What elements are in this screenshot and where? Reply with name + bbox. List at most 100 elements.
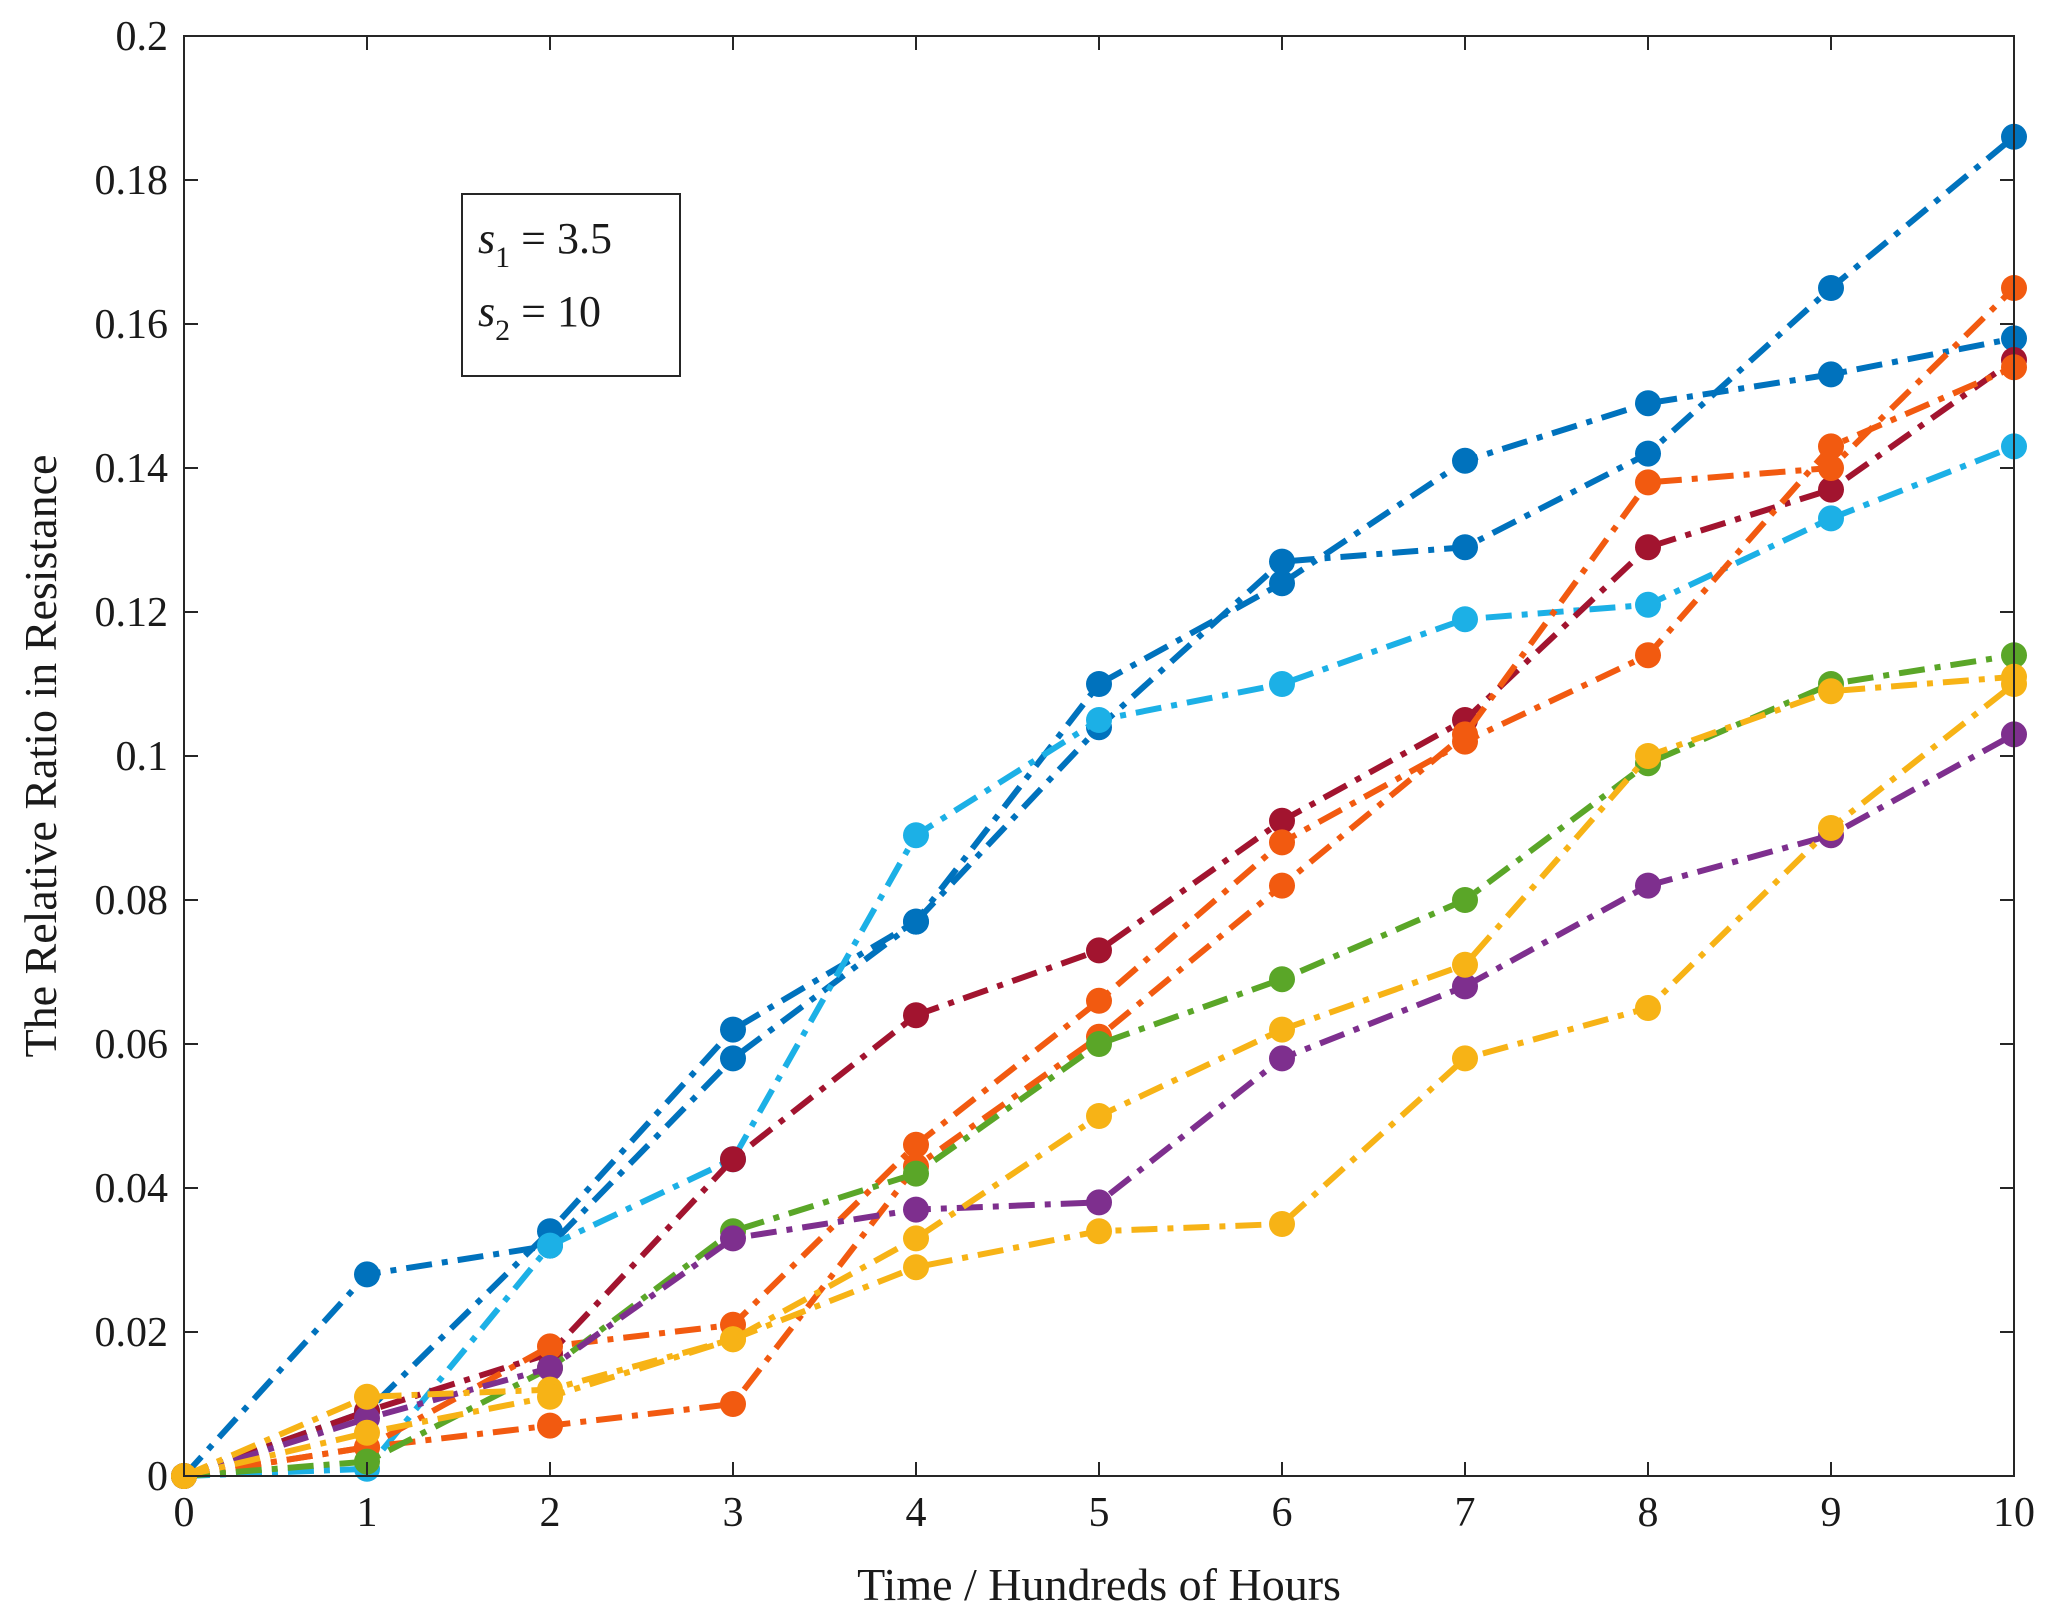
y-tick-label: 0.16 [95, 302, 169, 348]
y-tick-label: 0.2 [116, 14, 169, 60]
data-point [1635, 440, 1661, 467]
data-point [537, 1355, 563, 1381]
x-axis-title: Time / Hundreds of Hours [857, 1559, 1341, 1610]
data-point [1269, 829, 1295, 856]
data-point [1269, 807, 1295, 834]
data-point [537, 1232, 563, 1259]
data-point [903, 1002, 929, 1029]
data-point [1635, 591, 1661, 618]
parameter-annotation-box: s1 = 3.5 s2 = 10 [461, 193, 681, 377]
data-point [354, 1448, 380, 1475]
data-point [1452, 1045, 1478, 1072]
series-layer [171, 123, 2027, 1489]
y-tick-label: 0.04 [95, 1166, 169, 1212]
ticks-layer [183, 35, 2015, 1477]
data-point [1818, 505, 1844, 532]
data-point [1818, 678, 1844, 705]
annotation-line-2: s2 = 10 [478, 287, 601, 347]
y-tick-label: 0.1 [116, 734, 169, 780]
annotation-1-sub: 1 [495, 241, 510, 274]
x-tick-label: 10 [1993, 1490, 2035, 1536]
x-tick-label: 6 [1272, 1490, 1293, 1536]
annotation-frame [461, 193, 681, 377]
data-point [903, 1160, 929, 1187]
data-point [1818, 455, 1844, 481]
y-axis-title: The Relative Ratio in Resistance [15, 455, 66, 1058]
data-point [1086, 937, 1112, 964]
data-point [1086, 1189, 1112, 1216]
data-point [720, 1326, 746, 1353]
data-point [1269, 1016, 1295, 1043]
data-point [903, 1196, 929, 1223]
data-point [720, 1225, 746, 1252]
data-point [537, 1333, 563, 1360]
y-tick-label: 0 [147, 1454, 168, 1500]
series-line [183, 364, 2016, 1479]
data-point [537, 1412, 563, 1439]
data-point [1635, 872, 1661, 899]
data-point [1452, 887, 1478, 913]
data-point [720, 1016, 746, 1043]
data-point [1452, 951, 1478, 978]
data-point [1086, 707, 1112, 733]
x-tick-label: 8 [1638, 1490, 1659, 1536]
data-point [1818, 361, 1844, 388]
data-point [354, 1419, 380, 1446]
data-point [1818, 815, 1844, 841]
data-point [1269, 570, 1295, 597]
annotation-line-1: s1 = 3.5 [478, 214, 612, 274]
data-point [1086, 987, 1112, 1014]
x-tick-label: 1 [357, 1490, 378, 1536]
y-tick-label: 0.14 [95, 446, 169, 492]
data-point [1269, 966, 1295, 993]
data-point [1452, 973, 1478, 1000]
data-point [354, 1261, 380, 1288]
x-tick-label: 2 [540, 1490, 561, 1536]
series-8 [171, 721, 2027, 1489]
data-point [1635, 469, 1661, 496]
data-point [537, 1383, 563, 1410]
series-line [181, 335, 2015, 1479]
data-point [1818, 275, 1844, 301]
data-point [1818, 476, 1844, 503]
y-tick-label: 0.12 [95, 590, 169, 636]
data-point [1269, 1045, 1295, 1072]
data-point [1269, 872, 1295, 899]
data-point [354, 1383, 380, 1410]
data-point [1635, 995, 1661, 1021]
annotation-2-var: s [478, 287, 495, 336]
data-point [1269, 1211, 1295, 1237]
data-point [903, 908, 929, 935]
data-point [1818, 433, 1844, 460]
data-point [1269, 671, 1295, 697]
x-tick-label: 3 [723, 1490, 744, 1536]
annotation-2-sub: 2 [495, 314, 510, 347]
data-point [903, 822, 929, 849]
y-tick-label: 0.18 [95, 158, 169, 204]
data-point [1635, 390, 1661, 417]
x-tick-label: 5 [1089, 1490, 1110, 1536]
data-point [720, 1146, 746, 1173]
data-point [1452, 606, 1478, 633]
annotation-1-var: s [478, 214, 495, 263]
data-point [1086, 1218, 1112, 1245]
data-point [903, 1254, 929, 1281]
data-point [1086, 1103, 1112, 1129]
data-point [1452, 447, 1478, 474]
y-tick-label: 0.06 [95, 1022, 169, 1068]
data-point [1086, 1031, 1112, 1057]
data-point [1635, 642, 1661, 669]
y-tick-label: 0.02 [95, 1310, 169, 1356]
x-tick-label: 7 [1455, 1490, 1476, 1536]
data-point [1635, 743, 1661, 769]
annotation-2-value: = 10 [510, 287, 601, 336]
data-point [720, 1045, 746, 1072]
data-point [1452, 721, 1478, 748]
data-point [1452, 534, 1478, 561]
x-tick-label: 0 [174, 1490, 195, 1536]
data-point [903, 1131, 929, 1158]
data-point [1269, 548, 1295, 575]
series-10 [171, 663, 2027, 1489]
x-tick-label: 9 [1821, 1490, 1842, 1536]
